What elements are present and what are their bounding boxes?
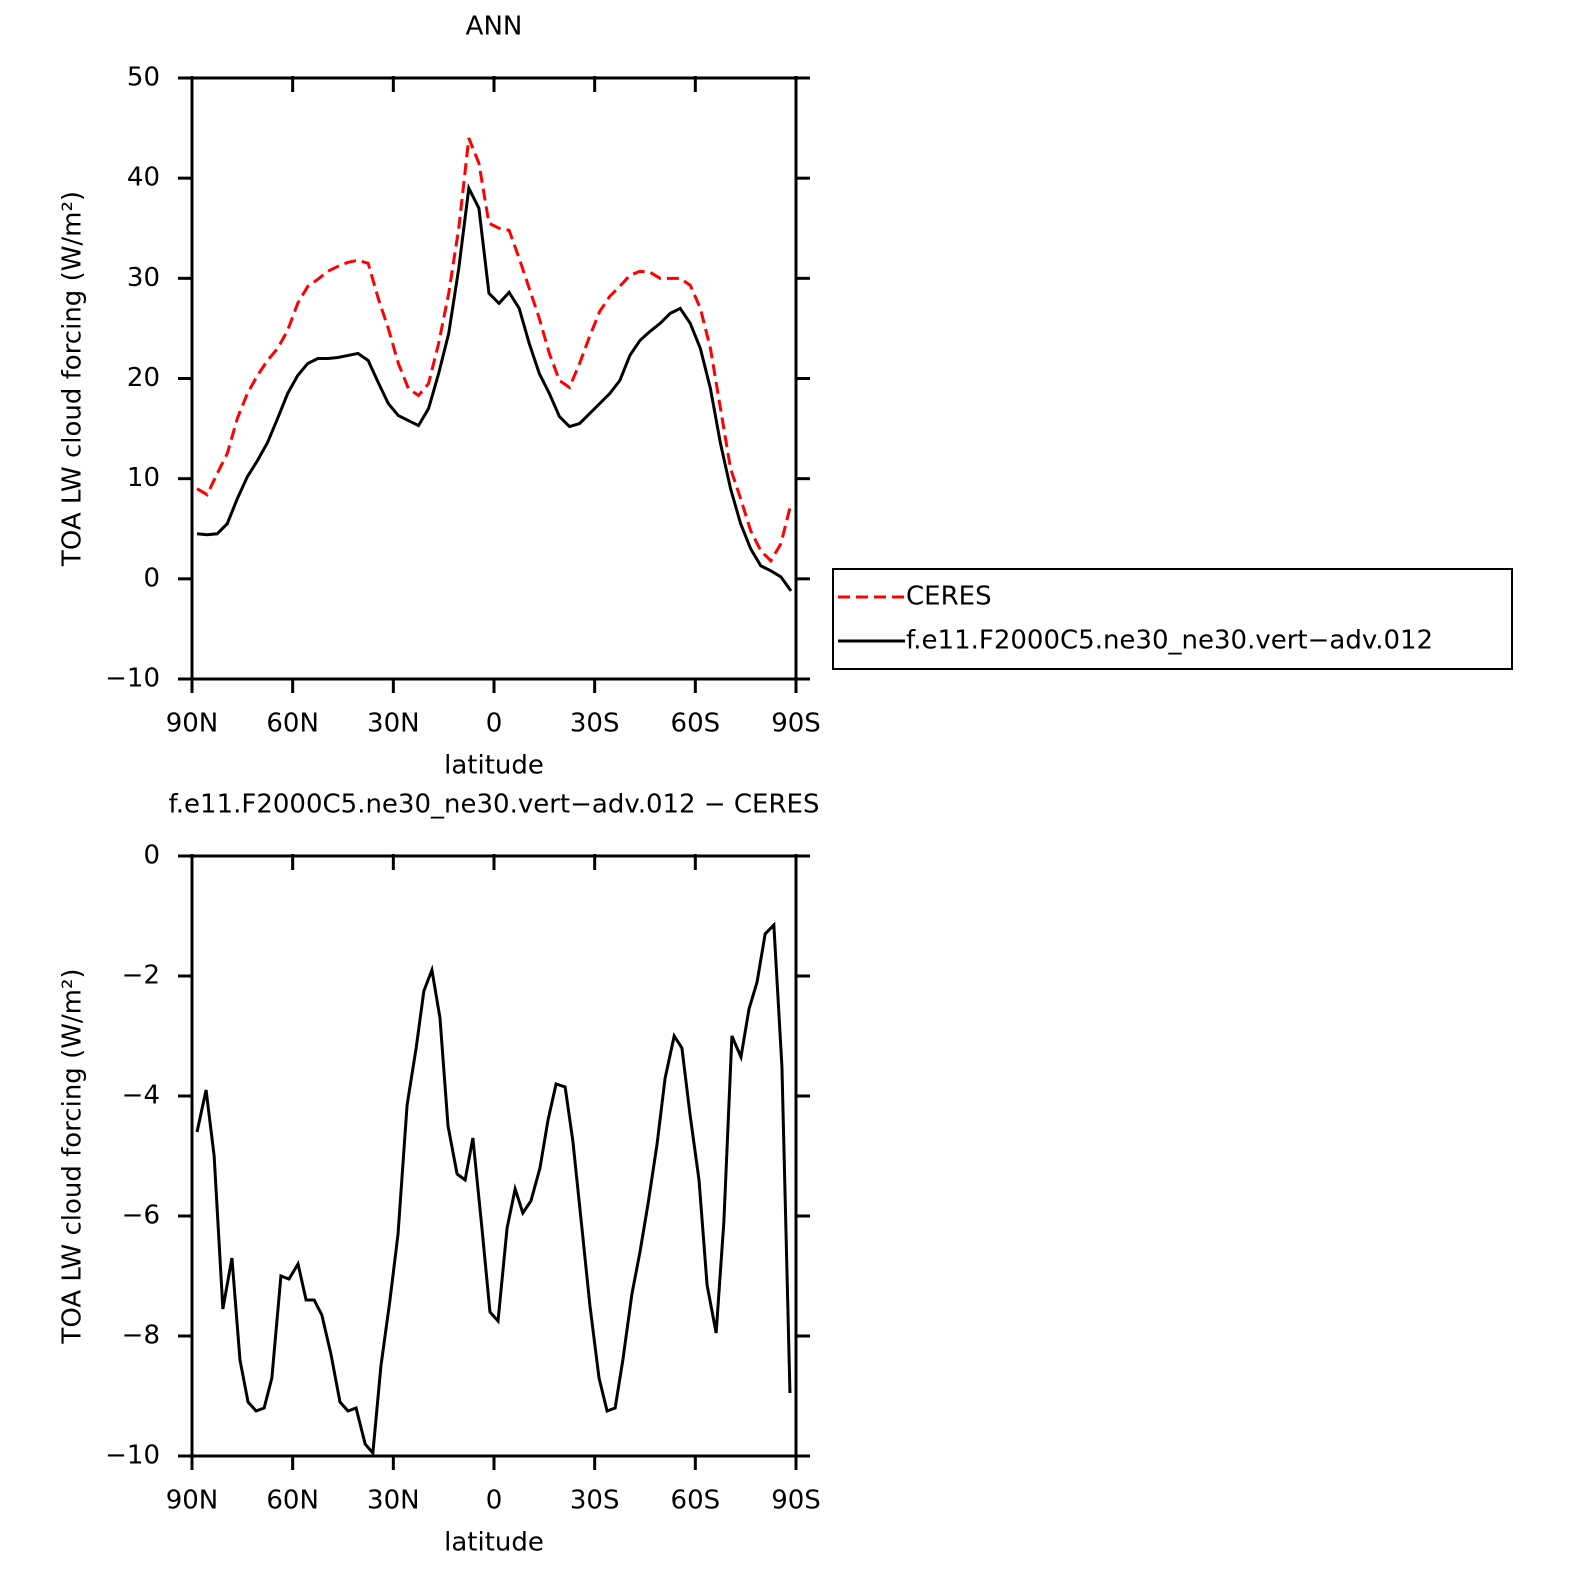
x-tick-label: 30S (570, 1486, 620, 1516)
legend-label: CERES (906, 582, 992, 612)
y-tick-label: 30 (127, 263, 160, 293)
data-line (195, 921, 792, 1457)
x-tick-label: 0 (486, 1486, 503, 1516)
y-tick-label: −6 (122, 1201, 160, 1231)
legend-box (832, 568, 1513, 670)
x-tick-label: 90N (166, 709, 219, 739)
x-tick-label: 30N (367, 709, 420, 739)
y-tick-label: 40 (127, 163, 160, 193)
x-tick-label: 30S (570, 709, 620, 739)
y-tick-label: 10 (127, 463, 160, 493)
x-tick-label: 60N (266, 709, 319, 739)
x-tick-label: 0 (486, 709, 503, 739)
y-axis-label: TOA LW cloud forcing (W/m²) (58, 968, 88, 1344)
plot-frame (190, 854, 798, 1458)
x-tick-label: 30N (367, 1486, 420, 1516)
y-tick-label: 20 (127, 363, 160, 393)
y-tick-label: −2 (122, 961, 160, 991)
x-axis-label: latitude (444, 751, 544, 781)
x-tick-label: 60N (266, 1486, 319, 1516)
y-tick-label: 0 (143, 563, 160, 593)
data-line (196, 137, 793, 564)
y-axis-label: TOA LW cloud forcing (W/m²) (58, 191, 88, 567)
x-tick-label: 60S (671, 709, 721, 739)
y-tick-label: 0 (143, 841, 160, 871)
y-tick-label: −10 (105, 664, 160, 694)
y-tick-label: 50 (127, 63, 160, 93)
data-line (196, 183, 793, 592)
plot-frame (190, 76, 798, 681)
x-tick-label: 90S (771, 709, 821, 739)
chart-title: f.e11.F2000C5.ne30_ne30.vert−adv.012 − C… (169, 790, 820, 820)
x-tick-label: 90S (771, 1486, 821, 1516)
chart-title: ANN (466, 12, 523, 42)
y-tick-label: −8 (122, 1321, 160, 1351)
y-tick-label: −4 (122, 1081, 160, 1111)
y-tick-label: −10 (105, 1441, 160, 1471)
x-tick-label: 90N (166, 1486, 219, 1516)
legend-label: f.e11.F2000C5.ne30_ne30.vert−adv.012 (906, 626, 1433, 656)
x-axis-label: latitude (444, 1528, 544, 1558)
x-tick-label: 60S (671, 1486, 721, 1516)
